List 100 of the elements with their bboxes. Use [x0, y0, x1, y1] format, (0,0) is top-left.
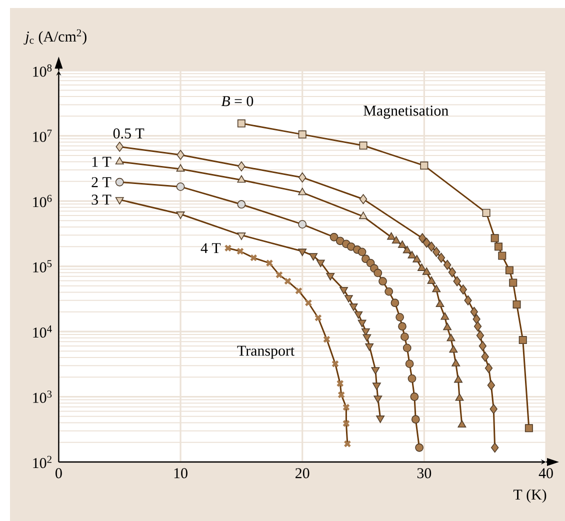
- y-tick-label: 10$^{3}$: [33, 390, 52, 403]
- point: [115, 156, 124, 164]
- point: [309, 253, 318, 261]
- y-tick-label: 10$^{5}$: [33, 260, 52, 272]
- point: [116, 142, 124, 152]
- point: [427, 276, 436, 284]
- series-label: 1 T: [92, 156, 112, 167]
- series-label: 0.5 T: [113, 128, 144, 139]
- point: [284, 277, 292, 285]
- point: [432, 246, 440, 257]
- point: [408, 250, 416, 258]
- point: [298, 172, 306, 182]
- point: [294, 287, 302, 295]
- point: [487, 380, 496, 390]
- point: [524, 424, 533, 432]
- point: [458, 420, 466, 428]
- point: [494, 242, 502, 251]
- point: [490, 442, 499, 453]
- point: [362, 334, 372, 342]
- point: [474, 321, 482, 332]
- point: [392, 236, 400, 244]
- point: [376, 416, 385, 423]
- point: [359, 194, 368, 204]
- point: [344, 440, 352, 448]
- point: [365, 343, 374, 351]
- point: [338, 391, 346, 399]
- point: [326, 272, 335, 280]
- point: [176, 150, 184, 160]
- point: [408, 374, 416, 383]
- point: [459, 284, 468, 295]
- x-tick-label: 30: [417, 468, 432, 478]
- point: [349, 304, 358, 311]
- point: [411, 415, 420, 424]
- point: [298, 130, 306, 138]
- point: [482, 208, 490, 217]
- point: [115, 197, 124, 204]
- x-tick-label: 40: [538, 468, 553, 478]
- point: [316, 260, 325, 268]
- point: [432, 284, 441, 292]
- annotation: Magnetisation: [364, 106, 448, 119]
- y-axis-title: j$_{c}$ (A/cm$^{2}$): [24, 29, 86, 45]
- point: [330, 232, 338, 242]
- point: [224, 244, 232, 252]
- point: [490, 234, 499, 242]
- point: [378, 277, 387, 286]
- point: [354, 311, 363, 319]
- point: [448, 267, 456, 278]
- point: [237, 175, 246, 183]
- point: [359, 142, 368, 150]
- point: [344, 295, 353, 302]
- point: [464, 295, 472, 306]
- point: [443, 322, 452, 330]
- point: [237, 232, 246, 240]
- point: [115, 178, 124, 186]
- point: [237, 119, 246, 128]
- point: [402, 246, 412, 254]
- point: [237, 200, 246, 209]
- point: [415, 443, 424, 452]
- point: [238, 161, 246, 172]
- point: [440, 312, 450, 320]
- point: [484, 363, 493, 374]
- y-tick-label: 10$^{6}$: [33, 194, 52, 208]
- point: [446, 334, 456, 342]
- point: [410, 392, 419, 401]
- point: [443, 260, 452, 270]
- point: [358, 320, 366, 328]
- point: [478, 340, 487, 351]
- point: [340, 286, 348, 294]
- point: [342, 404, 350, 412]
- point: [336, 380, 344, 388]
- point: [518, 336, 527, 344]
- point: [336, 236, 344, 246]
- point: [374, 396, 382, 403]
- point: [420, 162, 428, 170]
- point: [342, 420, 350, 428]
- point: [436, 300, 444, 308]
- point: [390, 298, 400, 308]
- point: [266, 259, 274, 267]
- point: [374, 268, 382, 278]
- point: [452, 359, 460, 366]
- point: [405, 360, 414, 368]
- point: [509, 278, 518, 287]
- point: [505, 266, 514, 274]
- point: [304, 299, 312, 307]
- y-tick-label: 10$^{8}$: [33, 64, 52, 77]
- point: [346, 242, 356, 251]
- y-tick-label: 10$^{7}$: [33, 130, 52, 142]
- annotation: Transport: [237, 346, 295, 359]
- point: [176, 182, 185, 191]
- point: [275, 271, 283, 279]
- x-axis-title: T (K): [513, 489, 546, 503]
- point: [332, 360, 339, 368]
- point: [396, 312, 404, 322]
- y-tick-label: 10$^{2}$: [33, 456, 52, 468]
- point: [322, 336, 330, 344]
- point: [412, 254, 422, 262]
- series-label: 4 T: [200, 243, 221, 254]
- point: [398, 240, 406, 248]
- point: [481, 352, 489, 362]
- series-label: B = 0: [221, 96, 254, 106]
